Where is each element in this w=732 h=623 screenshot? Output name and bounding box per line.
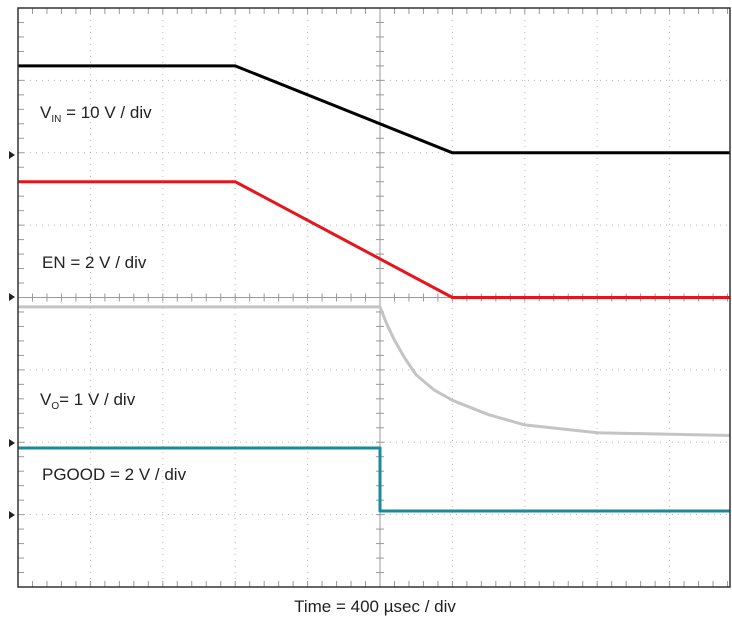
annotation: PGOOD = 2 V / div — [42, 465, 187, 484]
annotation-part: V — [40, 390, 52, 409]
annotation-part: EN = 2 V / div — [42, 253, 147, 272]
annotation: VO= 1 V / div — [40, 390, 136, 412]
trace — [18, 64, 730, 155]
annotation-part: IN — [51, 114, 61, 125]
annotation-part: = 10 V / div — [61, 103, 152, 122]
annotation: EN = 2 V / div — [42, 253, 147, 272]
annotation-part: O — [51, 401, 59, 412]
trace — [18, 305, 730, 437]
ground-marker — [9, 293, 15, 301]
plot-border — [17, 7, 731, 588]
annotation-part: = 1 V / div — [59, 390, 136, 409]
trace — [18, 180, 730, 299]
plot-area — [18, 8, 730, 587]
x-axis-label: Time = 400 µsec / div — [294, 597, 456, 616]
ground-marker — [9, 511, 15, 519]
trace — [18, 446, 730, 513]
ground-marker — [9, 151, 15, 159]
annotation-part: PGOOD = 2 V / div — [42, 465, 187, 484]
annotation-part: V — [40, 103, 52, 122]
ground-marker — [9, 439, 15, 447]
annotation: VIN = 10 V / div — [40, 103, 152, 125]
